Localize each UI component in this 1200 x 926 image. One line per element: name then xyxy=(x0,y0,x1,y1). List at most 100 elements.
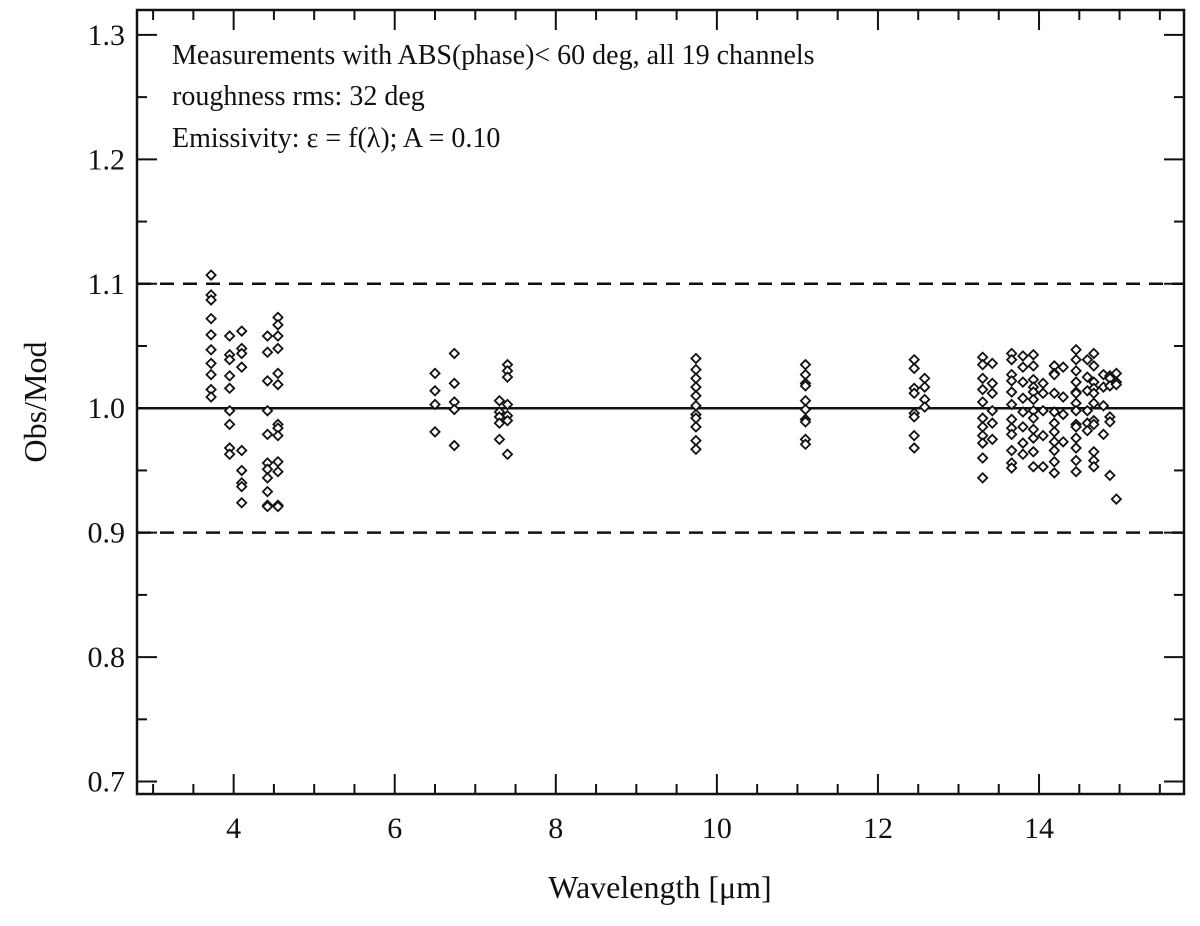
data-point xyxy=(261,374,274,387)
data-point xyxy=(272,429,284,442)
data-point xyxy=(690,352,702,365)
data-point xyxy=(448,403,461,416)
data-point xyxy=(1005,353,1018,366)
data-point xyxy=(976,358,989,371)
data-point xyxy=(205,368,217,381)
data-point xyxy=(1087,360,1100,372)
data-point xyxy=(1027,412,1040,425)
y-tick-label: 0.7 xyxy=(88,766,126,799)
data-points xyxy=(205,269,1123,513)
data-point xyxy=(1048,406,1061,418)
annotation-line-2: roughness rms: 32 deg xyxy=(172,81,425,112)
x-tick-label: 14 xyxy=(1024,812,1054,845)
x-tick-label: 8 xyxy=(548,812,563,845)
data-point xyxy=(908,442,921,454)
data-point xyxy=(205,391,217,403)
data-point xyxy=(205,357,217,370)
data-point xyxy=(501,448,514,461)
data-point xyxy=(690,443,702,456)
data-point xyxy=(1070,353,1082,366)
data-point xyxy=(1110,378,1123,391)
data-point xyxy=(976,452,989,464)
data-point xyxy=(1027,460,1040,473)
data-point xyxy=(205,312,217,325)
x-tick-label: 10 xyxy=(702,812,732,845)
data-point xyxy=(976,437,989,449)
data-point xyxy=(918,401,931,413)
data-point xyxy=(1057,435,1070,448)
data-point xyxy=(799,416,812,428)
data-point xyxy=(272,318,284,331)
data-point xyxy=(1017,437,1029,449)
data-point xyxy=(976,383,989,396)
y-tick-label: 0.9 xyxy=(88,517,126,550)
data-point xyxy=(501,414,514,427)
data-point xyxy=(1070,421,1082,433)
data-point xyxy=(205,343,217,356)
data-point xyxy=(272,465,284,478)
data-point xyxy=(1070,465,1082,478)
data-point xyxy=(799,379,812,392)
data-point xyxy=(261,500,274,513)
data-point xyxy=(986,404,999,417)
plot-frame xyxy=(135,8,1186,796)
x-tick-label: 4 xyxy=(226,812,241,845)
data-point xyxy=(235,480,248,493)
data-point xyxy=(235,496,248,509)
data-point xyxy=(1005,374,1018,387)
data-point xyxy=(1087,418,1100,431)
data-point xyxy=(1005,398,1018,411)
data-point xyxy=(1070,432,1082,444)
data-point xyxy=(223,448,236,461)
data-point xyxy=(1070,365,1082,377)
data-point xyxy=(1017,406,1029,418)
y-tick-label: 1.1 xyxy=(88,268,126,301)
data-point xyxy=(1027,445,1040,458)
data-point xyxy=(799,358,812,371)
data-point xyxy=(235,444,248,457)
data-point xyxy=(261,428,274,441)
data-point xyxy=(429,425,441,438)
data-point xyxy=(1081,353,1094,366)
data-point xyxy=(1081,404,1094,417)
data-point xyxy=(235,361,248,374)
reference-lines xyxy=(137,282,1184,534)
data-point xyxy=(223,418,236,431)
data-point xyxy=(1005,386,1018,398)
data-point xyxy=(223,369,236,382)
data-point xyxy=(205,328,217,341)
data-point xyxy=(1070,343,1082,356)
data-point xyxy=(1027,432,1040,444)
data-point xyxy=(1048,368,1061,381)
data-point xyxy=(261,404,274,417)
data-point xyxy=(448,347,461,360)
data-point xyxy=(493,394,506,407)
data-point xyxy=(908,429,921,442)
x-tick-label: 12 xyxy=(863,812,893,845)
data-point xyxy=(1037,404,1049,417)
data-point xyxy=(272,455,284,468)
data-point xyxy=(1037,377,1049,390)
data-point xyxy=(1037,429,1049,442)
data-point xyxy=(986,377,999,390)
data-point xyxy=(908,362,921,375)
data-point xyxy=(1081,424,1094,437)
data-point xyxy=(223,330,236,342)
data-point xyxy=(1104,469,1116,482)
data-point xyxy=(1057,361,1070,374)
x-tick-label: 6 xyxy=(387,812,402,845)
data-point xyxy=(1097,428,1110,441)
data-point xyxy=(1048,467,1061,479)
data-point xyxy=(501,371,514,383)
data-point xyxy=(448,377,461,390)
data-point xyxy=(1005,462,1018,474)
data-point xyxy=(1057,408,1070,421)
data-point xyxy=(429,384,441,397)
data-point xyxy=(1027,393,1040,406)
y-tick-label: 0.8 xyxy=(88,641,126,674)
tick-labels: 4 6 8 10 12 14 0.7 0.8 0.9 1.0 1.1 1.2 1.3 xyxy=(88,19,1055,845)
data-point xyxy=(272,500,284,513)
data-point xyxy=(799,438,812,451)
data-point xyxy=(1017,376,1029,388)
data-point xyxy=(1070,404,1082,417)
